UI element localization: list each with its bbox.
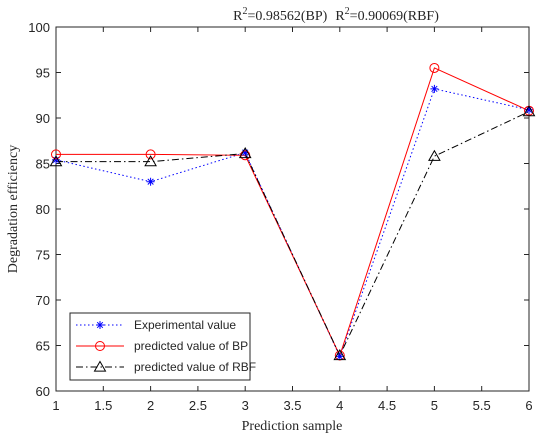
axis-ticks — [55, 26, 530, 392]
series-1-point — [52, 155, 60, 164]
x-tick-label: 1.5 — [94, 398, 112, 413]
title-sup2: 2 — [345, 6, 350, 17]
y-axis-label: Degradation efficiency — [6, 145, 21, 273]
y-tick-label: 100 — [28, 20, 50, 35]
legend-marker-2 — [95, 341, 105, 351]
x-tick-label: 4.5 — [378, 398, 396, 413]
x-tick-label: 1 — [52, 398, 59, 413]
x-tick-label: 6 — [525, 398, 532, 413]
y-tick-label: 85 — [36, 157, 50, 172]
series-1-point — [430, 84, 439, 93]
series-3-point — [428, 149, 441, 161]
x-tick-label: 5 — [431, 398, 438, 413]
y-tick-label: 65 — [36, 339, 50, 354]
series-line-3 — [56, 111, 530, 357]
series-1-point — [525, 105, 533, 114]
y-tick-label: 90 — [36, 111, 50, 126]
series-3-point — [49, 155, 63, 167]
title-r2: R — [335, 9, 345, 24]
series-3-point — [238, 146, 252, 159]
series-1-point — [335, 352, 344, 361]
legend-label-1: Experimental value — [134, 318, 236, 332]
y-tick-label: 70 — [36, 293, 50, 308]
x-axis-label: Prediction sample — [242, 419, 343, 434]
series-3-point — [144, 155, 157, 167]
legend-marker-3 — [93, 360, 107, 372]
title-sup1: 2 — [242, 6, 247, 17]
title-text2: =0.90069(RBF) — [350, 9, 440, 24]
x-tick-label: 2.5 — [189, 398, 207, 413]
series-1-point — [146, 177, 155, 186]
series-lines — [55, 67, 530, 358]
series-2-point — [429, 62, 440, 73]
x-tick-label: 3.5 — [283, 398, 301, 413]
title-text1: =0.98562(BP) — [247, 9, 327, 24]
y-tick-label: 80 — [36, 202, 50, 217]
legend: Experimental value predicted value of BP p… — [69, 312, 256, 381]
x-tick-label: 2 — [147, 398, 154, 413]
series-2-point — [145, 149, 156, 160]
legend-label-2: predicted value of BP — [134, 339, 248, 353]
x-tick-label: 3 — [242, 398, 249, 413]
legend-label-3: predicted value of RBF — [134, 360, 256, 374]
y-tick-label: 60 — [36, 384, 50, 399]
chart-title: R2=0.98562(BP) R2=0.90069(RBF) — [233, 6, 439, 24]
y-tick-label: 75 — [36, 248, 50, 263]
series-line-2 — [56, 67, 530, 357]
x-tick-label: 4 — [336, 398, 343, 413]
legend-marker-1 — [96, 321, 104, 329]
series-1-point — [241, 148, 250, 157]
series-2-point — [51, 149, 61, 160]
y-tick-label: 95 — [36, 66, 50, 81]
series-markers — [49, 62, 536, 361]
x-tick-label: 5.5 — [473, 398, 491, 413]
series-3-point — [522, 105, 536, 117]
x-tick-labels: 1 1.5 2 2.5 3 3.5 4 4.5 5 5.5 6 — [52, 398, 532, 413]
y-tick-labels: 60 65 70 75 80 85 90 95 100 — [28, 20, 50, 399]
series-3-point — [333, 349, 347, 361]
legend-items: Experimental value predicted value of BP p… — [76, 318, 256, 374]
title-r1: R — [233, 9, 243, 24]
